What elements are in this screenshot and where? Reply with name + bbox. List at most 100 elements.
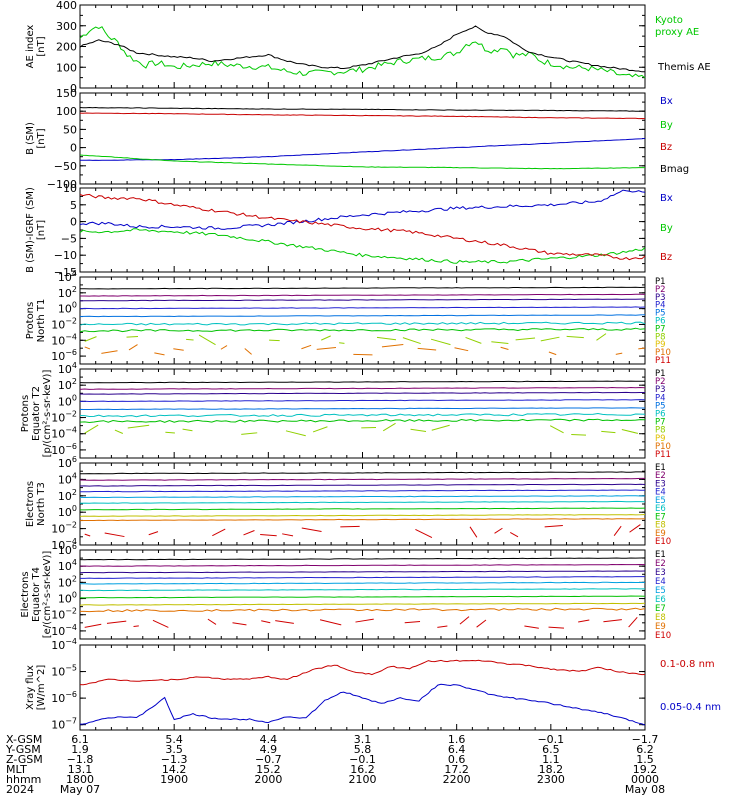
legend-e9: E9 xyxy=(655,622,666,632)
y-tick-label: 10−6 xyxy=(51,442,77,457)
y-tick-label: 200 xyxy=(56,41,77,54)
y-tick-label: 10 xyxy=(63,182,77,195)
series-line-P6 xyxy=(79,321,646,326)
legend-p11: P11 xyxy=(655,450,671,460)
series-line-E6 xyxy=(79,588,645,592)
y-tick-label: 10−6 xyxy=(51,690,77,705)
series-segment xyxy=(275,620,294,624)
series-segment xyxy=(566,335,584,339)
series-segment xyxy=(509,532,519,538)
series-segment xyxy=(101,350,118,354)
series-segment xyxy=(244,348,252,355)
series-segment xyxy=(404,620,421,624)
legend-p8: P8 xyxy=(655,426,666,436)
series-segment xyxy=(282,533,294,537)
series-segment xyxy=(285,430,306,437)
series-segment xyxy=(476,619,487,628)
y-tick-label: 100 xyxy=(56,61,77,74)
series-segment xyxy=(339,342,345,344)
series-segment xyxy=(127,424,150,429)
series-line-E2 xyxy=(79,477,645,481)
series-line-E4 xyxy=(80,576,645,579)
series-line-P6 xyxy=(79,412,646,418)
ephemeris-cell: −1.7 xyxy=(632,733,659,746)
series-line-by xyxy=(79,154,645,170)
ephemeris-cell: May 08 xyxy=(625,783,665,796)
series-line-bz xyxy=(79,112,646,120)
ephemeris-cell: 14.2 xyxy=(162,763,187,776)
legend-e8: E8 xyxy=(655,613,666,623)
legend-e5: E5 xyxy=(655,586,666,596)
panel-frame-2 xyxy=(79,92,646,185)
series-segment xyxy=(465,336,482,344)
legend-p4: P4 xyxy=(655,393,666,403)
series-segment xyxy=(355,618,374,623)
series-segments-P10 xyxy=(84,343,646,356)
series-segment xyxy=(312,426,328,433)
panel-ylabel: [nT] xyxy=(36,128,47,148)
legend-p7: P7 xyxy=(655,324,666,334)
ephemeris-cell: 19.2 xyxy=(633,763,658,776)
panel-ylabel: Equator T2 xyxy=(31,386,42,441)
ephemeris-row-label: X-GSM xyxy=(6,733,42,746)
series-segment xyxy=(165,431,175,434)
series-line-by xyxy=(79,228,646,264)
series-segment xyxy=(104,532,125,538)
y-tick-label: 10−2 xyxy=(51,316,77,331)
series-segment xyxy=(548,626,565,629)
series-segment xyxy=(621,429,639,434)
series-line-E5 xyxy=(80,581,646,585)
series-segment xyxy=(548,351,557,356)
series-segment xyxy=(212,528,226,537)
legend-p5: P5 xyxy=(655,401,666,411)
series-line-P4 xyxy=(79,306,646,310)
panel-ylabel: Electrons xyxy=(25,481,36,527)
legend-e3: E3 xyxy=(655,479,666,489)
ephemeris-cell: 0000 xyxy=(631,773,659,786)
ephemeris-cell: 2100 xyxy=(349,773,377,786)
series-segment xyxy=(198,334,216,346)
series-segment xyxy=(491,341,509,345)
legend-by: By xyxy=(660,120,673,131)
panel-ylabel: AE index xyxy=(25,25,36,69)
legend-proxy-ae: proxy AE xyxy=(655,27,699,38)
series-segment xyxy=(454,347,469,352)
series-segment xyxy=(114,429,124,434)
series-segment xyxy=(220,345,228,350)
panel-ylabel: B (SM)-IGRF (SM) xyxy=(25,187,36,273)
ephemeris-cell: −0.1 xyxy=(537,733,564,746)
ephemeris-cell: 2200 xyxy=(443,773,471,786)
panel-ylabel: [nT] xyxy=(36,36,47,56)
ephemeris-row-label: 2024 xyxy=(6,783,34,796)
ephemeris-cell: 15.2 xyxy=(256,763,281,776)
y-tick-label: 0 xyxy=(70,82,77,95)
panel-frame-4 xyxy=(79,276,646,365)
series-segment xyxy=(376,336,397,341)
series-segment xyxy=(381,343,404,348)
legend-e9: E9 xyxy=(655,529,666,539)
legend-p10: P10 xyxy=(655,442,671,452)
series-line-themis-ae xyxy=(79,25,645,73)
series-line-bx xyxy=(80,137,646,161)
legend-p2: P2 xyxy=(655,377,666,387)
series-segments-P8 xyxy=(84,333,607,346)
ephemeris-cell: 3.5 xyxy=(165,743,183,756)
series-segment xyxy=(207,618,217,625)
legend-p8: P8 xyxy=(655,332,666,342)
series-line-bmag xyxy=(79,106,645,112)
series-segment xyxy=(571,433,587,436)
y-tick-label: 0 xyxy=(70,216,77,229)
ephemeris-cell: 6.1 xyxy=(71,733,89,746)
legend-by: By xyxy=(660,223,673,234)
panel-frame-6 xyxy=(79,462,646,546)
series-segment xyxy=(417,347,437,351)
ephemeris-cell: May 07 xyxy=(60,783,100,796)
legend-e3: E3 xyxy=(655,568,666,578)
series-line-xray-long xyxy=(79,659,646,686)
y-tick-label: 104 xyxy=(58,558,77,573)
series-line-P1 xyxy=(79,380,646,384)
series-segment xyxy=(84,424,99,434)
ephemeris-cell: −1.3 xyxy=(161,753,188,766)
series-line-bz xyxy=(79,193,646,261)
panel-frame-1 xyxy=(79,4,646,89)
